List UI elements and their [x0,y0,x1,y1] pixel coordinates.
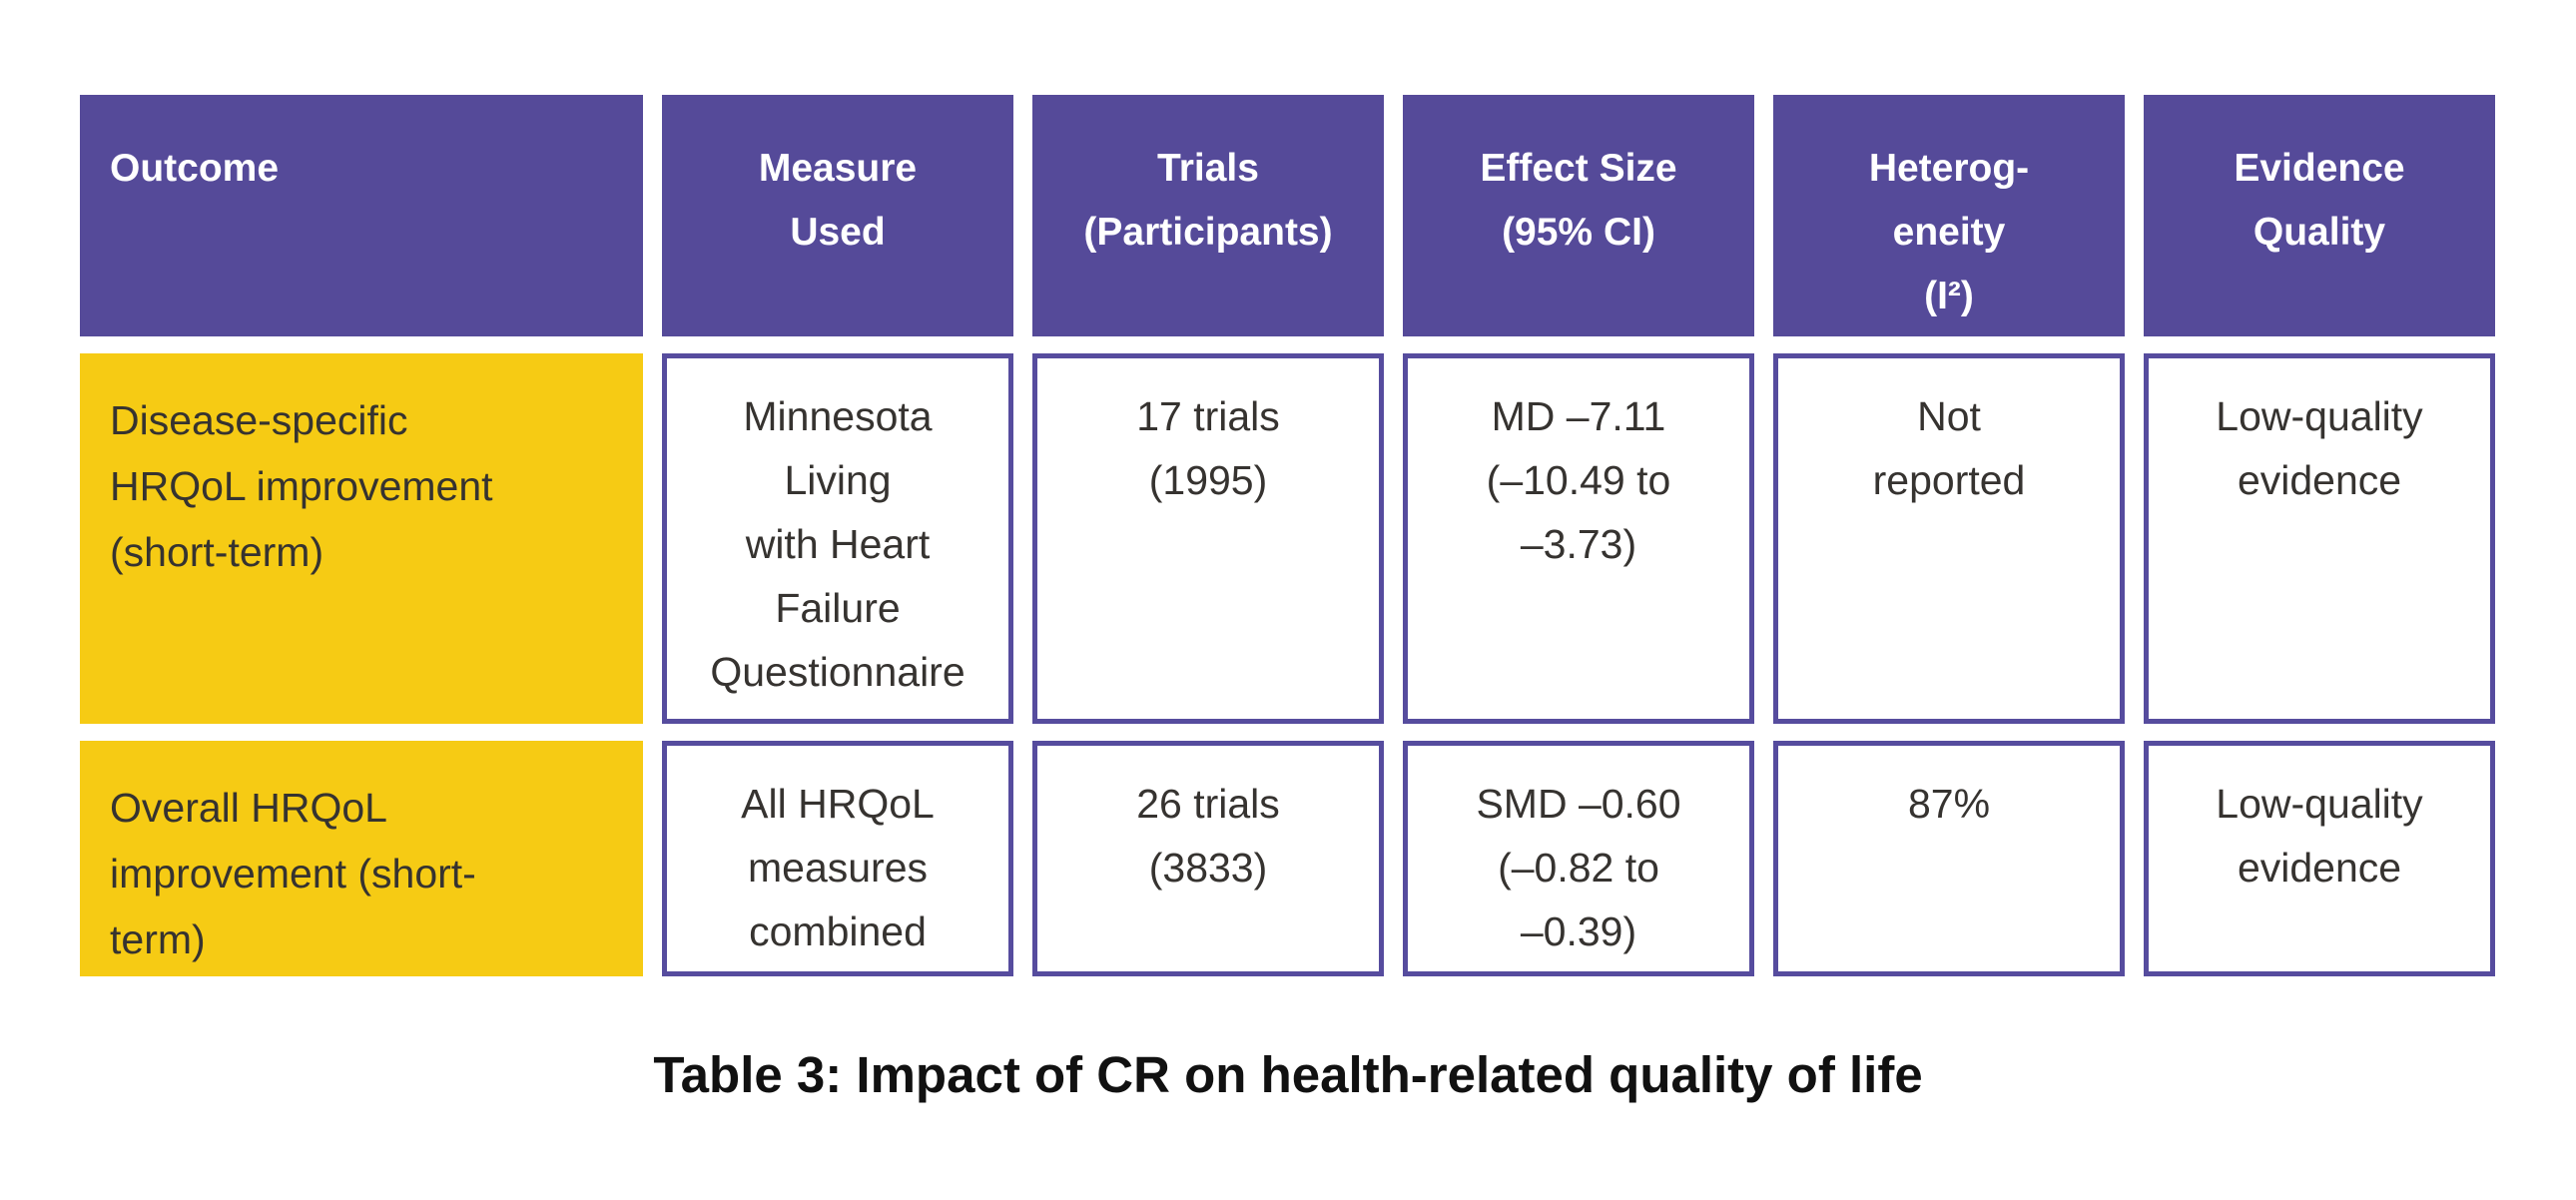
row2-evidence-quality-cell: Low-quality evidence [2144,741,2495,976]
row2-effect-size-cell: SMD –0.60 (–0.82 to –0.39) [1403,741,1754,976]
row1-trials-cell: 17 trials (1995) [1032,353,1384,724]
row1-evidence-quality-cell: Low-quality evidence [2144,353,2495,724]
evidence-quality-header-cell: Evidence Quality [2144,95,2495,336]
row2-outcome-cell: Overall HRQoL improvement (short- term) [80,741,643,976]
row1-outcome-cell: Disease-specific HRQoL improvement (shor… [80,353,643,724]
row2-measure-cell: All HRQoL measures combined [662,741,1013,976]
row1-effect-size-cell: MD –7.11 (–10.49 to –3.73) [1403,353,1754,724]
effect-size-header-cell: Effect Size (95% CI) [1403,95,1754,336]
trials-participants-header-cell: Trials (Participants) [1032,95,1384,336]
row2-trials-cell: 26 trials (3833) [1032,741,1384,976]
heterogeneity-header-cell: Heterog- eneity (I²) [1773,95,2125,336]
row2-heterogeneity-cell: 87% [1773,741,2125,976]
measure-used-header-cell: Measure Used [662,95,1013,336]
outcome-header-cell: Outcome [80,95,643,336]
row1-heterogeneity-cell: Not reported [1773,353,2125,724]
table-caption: Table 3: Impact of CR on health-related … [653,1046,1923,1103]
hrqol-results-table: Outcome Measure Used Trials (Participant… [80,95,2495,976]
row1-measure-cell: Minnesota Living with Heart Failure Ques… [662,353,1013,724]
